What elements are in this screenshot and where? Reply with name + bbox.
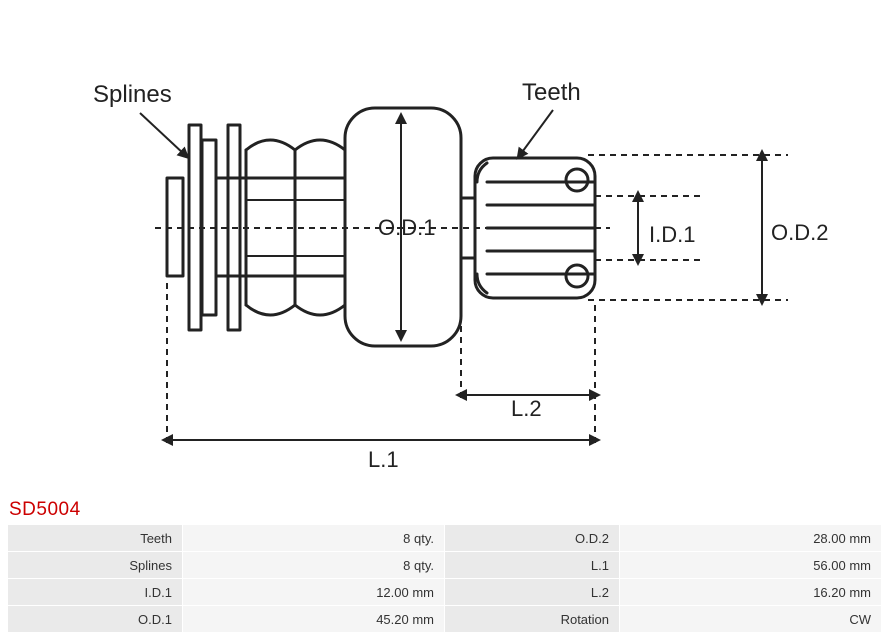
table-row: Teeth 8 qty. O.D.2 28.00 mm — [8, 525, 882, 552]
table-row: I.D.1 12.00 mm L.2 16.20 mm — [8, 579, 882, 606]
spec-value: 45.20 mm — [183, 606, 445, 633]
spec-label: I.D.1 — [8, 579, 183, 606]
spec-value: 12.00 mm — [183, 579, 445, 606]
table-row: Splines 8 qty. L.1 56.00 mm — [8, 552, 882, 579]
product-code: SD5004 — [9, 499, 81, 521]
spec-value: CW — [620, 606, 882, 633]
spec-value: 16.20 mm — [620, 579, 882, 606]
spec-label: Rotation — [445, 606, 620, 633]
spec-label: Splines — [8, 552, 183, 579]
spec-value: 8 qty. — [183, 552, 445, 579]
spec-label: L.2 — [445, 579, 620, 606]
technical-diagram: Splines Teeth O.D.1 I.D.1 O.D.2 L.1 L.2 — [0, 0, 889, 490]
spec-value: 28.00 mm — [620, 525, 882, 552]
spec-label: O.D.1 — [8, 606, 183, 633]
spec-value: 56.00 mm — [620, 552, 882, 579]
spec-label: Teeth — [8, 525, 183, 552]
diagram-svg — [0, 0, 889, 490]
table-row: O.D.1 45.20 mm Rotation CW — [8, 606, 882, 633]
spec-table: Teeth 8 qty. O.D.2 28.00 mm Splines 8 qt… — [7, 524, 882, 633]
spec-label: O.D.2 — [445, 525, 620, 552]
spec-label: L.1 — [445, 552, 620, 579]
spec-value: 8 qty. — [183, 525, 445, 552]
